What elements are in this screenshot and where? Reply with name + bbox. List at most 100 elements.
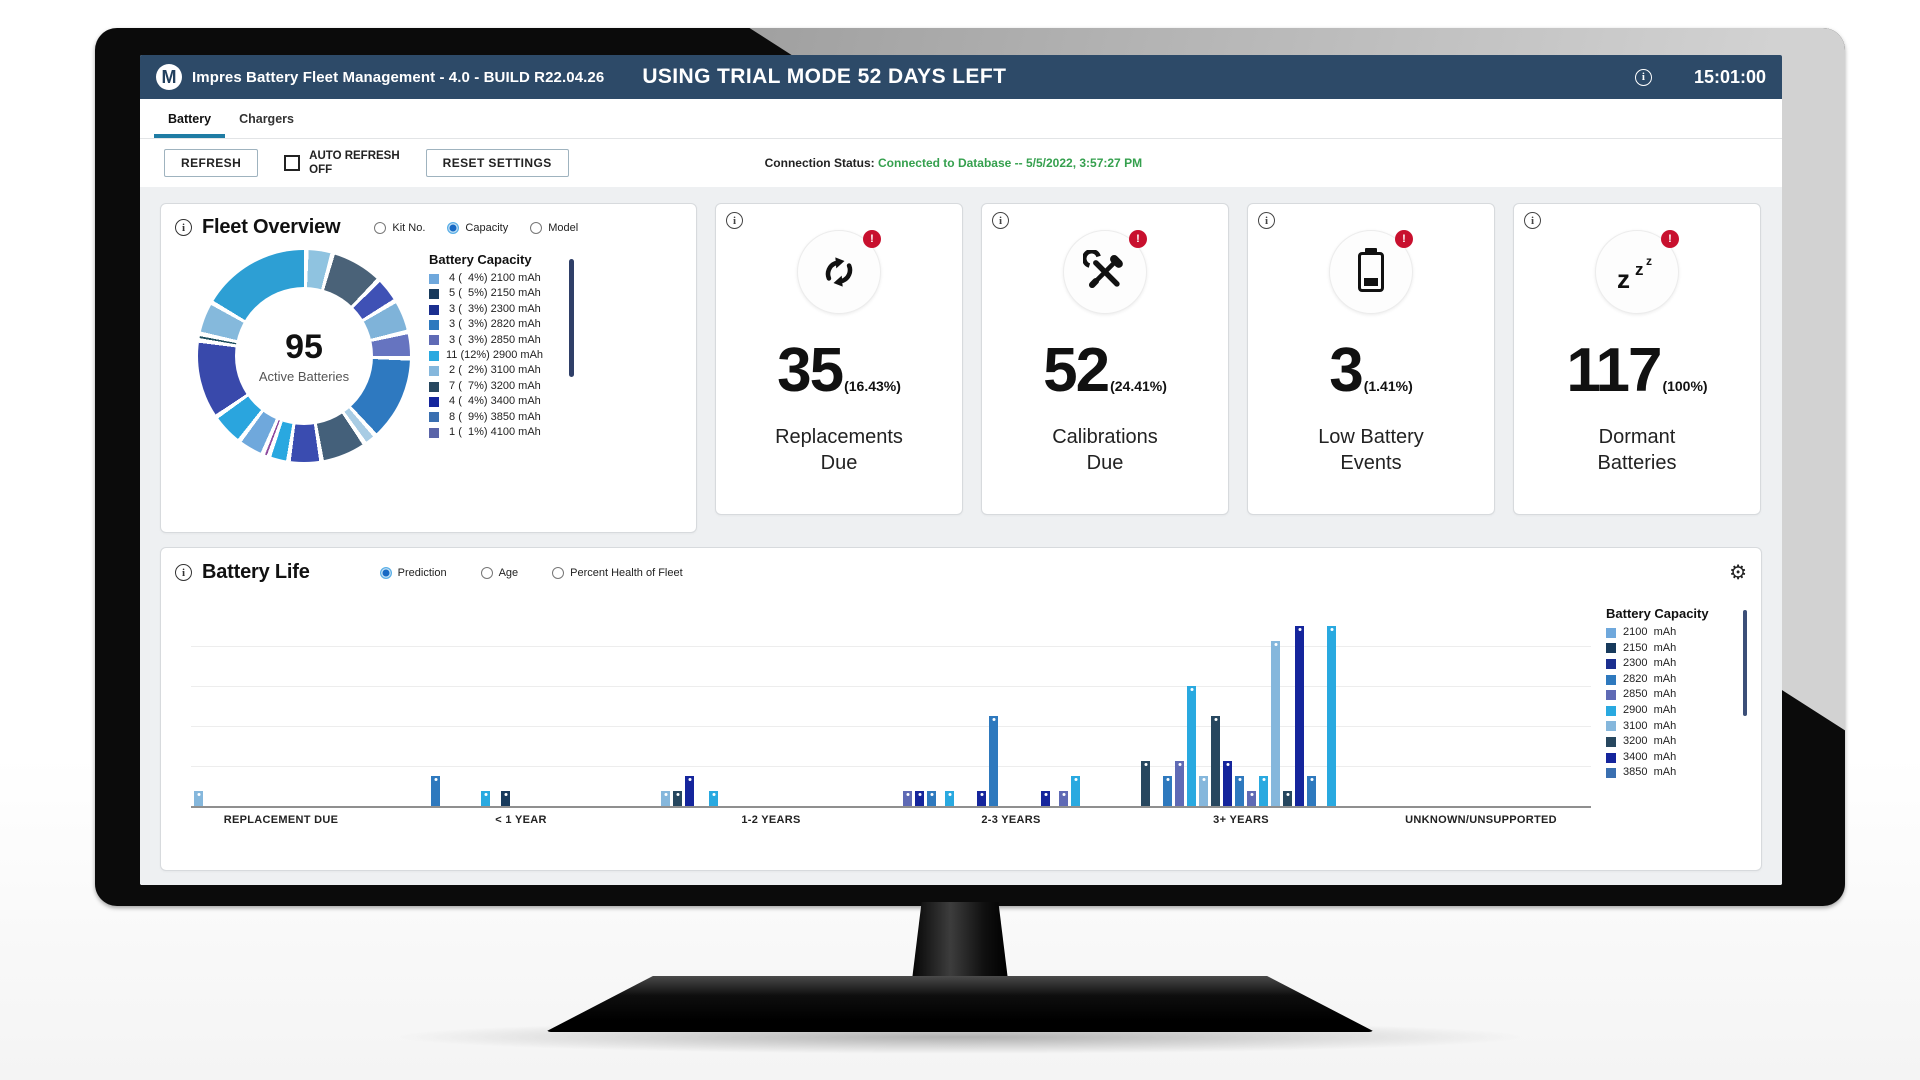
radio-dot[interactable]: [379, 566, 392, 579]
legend-swatch: [429, 381, 439, 392]
stat-card-replacements[interactable]: i! 35 (16.43%) Replacements Due: [715, 203, 963, 515]
bar-3200mah-3-years[interactable]: [1211, 716, 1220, 806]
sleep-icon: z z z!: [1595, 230, 1679, 314]
bar-2900mah-2-3-years[interactable]: [945, 791, 954, 806]
bar-3200mah-1-2-years[interactable]: [673, 791, 682, 806]
radio-dot[interactable]: [447, 221, 460, 234]
legend-item: 1 ( 1%) 4100 mAh: [429, 425, 579, 440]
donut-ring: [198, 250, 410, 462]
stat-card-dormant[interactable]: i z z z! 117 (100%) Dormant Batteries: [1513, 203, 1761, 515]
battery-life-radio-prediction[interactable]: Prediction: [379, 566, 447, 579]
bar-2820mah-2-3-years[interactable]: [989, 716, 998, 806]
legend-item: 4 ( 4%) 2100 mAh: [429, 271, 579, 286]
battery-life-legend-scrollbar[interactable]: [1743, 610, 1747, 716]
radio-dot[interactable]: [374, 221, 387, 234]
legend-label: 2820 mAh: [1623, 672, 1677, 685]
radio-label: Model: [548, 221, 579, 234]
legend-item: 7 ( 7%) 3200 mAh: [429, 379, 579, 394]
battery-life-panel: i Battery Life Prediction Age Percent Heal…: [160, 547, 1762, 871]
bar-2820mah-3-years[interactable]: [1307, 776, 1316, 806]
battery-life-title: Battery Life: [202, 561, 310, 583]
legend-item: 4 ( 4%) 3400 mAh: [429, 394, 579, 409]
bar-2900mah-3-years[interactable]: [1327, 626, 1336, 806]
legend-label: 3200 mAh: [1623, 735, 1677, 748]
dashboard-content: i Fleet Overview Kit No. Capacity Model 95…: [140, 187, 1782, 885]
bar-2900mah-1-2-years[interactable]: [709, 791, 718, 806]
monitor-stand-neck: [912, 902, 1008, 980]
reset-settings-button[interactable]: RESET SETTINGS: [425, 149, 569, 177]
card-info-icon[interactable]: i: [1524, 212, 1541, 229]
bar-3200mah-3-years[interactable]: [1283, 791, 1292, 806]
battery-life-radio-percent-health-of-fleet[interactable]: Percent Health of Fleet: [552, 566, 683, 579]
bar-2820mah--1-year[interactable]: [431, 776, 440, 806]
legend-swatch: [429, 366, 439, 377]
battery-life-legend-title: Battery Capacity: [1606, 606, 1709, 621]
bar-2850mah-2-3-years[interactable]: [1059, 791, 1068, 806]
bar-2850mah-3-years[interactable]: [1247, 791, 1256, 806]
settings-gear-icon[interactable]: ⚙: [1729, 562, 1747, 584]
bar-2820mah-2-3-years[interactable]: [927, 791, 936, 806]
card-info-icon[interactable]: i: [726, 212, 743, 229]
radio-dot[interactable]: [552, 566, 565, 579]
bar-marker-dot: [1044, 793, 1047, 796]
trial-mode-banner: USING TRIAL MODE 52 DAYS LEFT: [642, 65, 1007, 88]
battery-life-chart[interactable]: REPLACEMENT DUE < 1 YEAR 1-2 YEARS 2-3 YEAR…: [191, 606, 1591, 846]
legend-swatch: [429, 427, 439, 438]
tools-icon: !: [1063, 230, 1147, 314]
bar-marker-dot: [434, 778, 437, 781]
bar-2900mah-3-years[interactable]: [1259, 776, 1268, 806]
bar-3100mah-3-years[interactable]: [1271, 641, 1280, 806]
auto-refresh-checkbox[interactable]: [284, 155, 301, 171]
bar-2150mah--1-year[interactable]: [501, 791, 510, 806]
bar-3400mah-3-years[interactable]: [1295, 626, 1304, 806]
bar-marker-dot: [1166, 778, 1169, 781]
bar-2820mah-3-years[interactable]: [1235, 776, 1244, 806]
info-icon[interactable]: i: [1634, 68, 1652, 86]
bar-marker-dot: [948, 793, 951, 796]
bar-3400mah-2-3-years[interactable]: [977, 791, 986, 806]
bar-marker-dot: [992, 718, 995, 721]
bar-3100mah-replacement-due[interactable]: [194, 791, 203, 806]
bar-3400mah-2-3-years[interactable]: [1041, 791, 1050, 806]
bar-3200mah-3-years[interactable]: [1141, 761, 1150, 806]
bar-2820mah-3-years[interactable]: [1163, 776, 1172, 806]
bar-2900mah--1-year[interactable]: [481, 791, 490, 806]
stat-label: Dormant Batteries: [1597, 426, 1677, 474]
fleet-overview-info-icon[interactable]: i: [175, 219, 192, 236]
bar-3400mah-2-3-years[interactable]: [915, 791, 924, 806]
fleet-radio-model[interactable]: Model: [530, 221, 579, 234]
donut-center: 95 Active Batteries: [198, 250, 410, 462]
alert-badge-icon: !: [1661, 230, 1679, 248]
connection-status: Connection Status: Connected to Database…: [764, 156, 1143, 170]
bar-2850mah-2-3-years[interactable]: [903, 791, 912, 806]
legend-swatch: [1606, 736, 1616, 747]
fleet-radio-kit-no-[interactable]: Kit No.: [374, 221, 425, 234]
fleet-radio-capacity[interactable]: Capacity: [447, 221, 508, 234]
legend-swatch: [1606, 768, 1616, 779]
refresh-button[interactable]: REFRESH: [164, 149, 259, 177]
radio-dot[interactable]: [530, 221, 543, 234]
stat-card-low-battery[interactable]: i! 3 (1.41%) Low Battery Events: [1247, 203, 1495, 515]
radio-dot[interactable]: [480, 566, 493, 579]
battery-life-info-icon[interactable]: i: [175, 564, 192, 581]
bar-3400mah-1-2-years[interactable]: [685, 776, 694, 806]
bar-2900mah-3-years[interactable]: [1187, 686, 1196, 806]
card-info-icon[interactable]: i: [1258, 212, 1275, 229]
bar-2850mah-3-years[interactable]: [1175, 761, 1184, 806]
legend-label: 2300 mAh: [1623, 657, 1677, 670]
bar-3100mah-1-2-years[interactable]: [661, 791, 670, 806]
legend-swatch: [1606, 643, 1616, 654]
monitor-stand-base: [545, 976, 1375, 1032]
card-info-icon[interactable]: i: [992, 212, 1009, 229]
fleet-legend-scrollbar[interactable]: [569, 259, 574, 377]
fleet-donut-chart[interactable]: 95 Active Batteries: [198, 250, 410, 462]
battery-life-radio-age[interactable]: Age: [480, 566, 518, 579]
stat-card-calibrations[interactable]: i! 52 (24.41%) Calibrations Due: [981, 203, 1229, 515]
stat-value: 35: [777, 336, 844, 405]
tab-chargers[interactable]: Chargers: [239, 112, 294, 126]
legend-label: 3 ( 3%) 2850 mAh: [446, 333, 541, 346]
bar-3400mah-3-years[interactable]: [1223, 761, 1232, 806]
tab-battery[interactable]: Battery: [154, 102, 226, 138]
bar-3100mah-3-years[interactable]: [1199, 776, 1208, 806]
bar-2900mah-2-3-years[interactable]: [1071, 776, 1080, 806]
